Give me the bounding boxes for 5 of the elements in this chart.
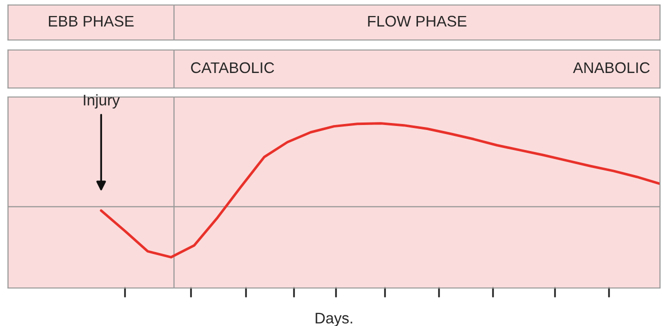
- text: FLOW PHASE: [368, 16, 466, 27]
- text: EBB PHASE: [48, 16, 134, 27]
- text: Injury: [84, 94, 120, 109]
- text: CATABOLIC: [191, 62, 274, 74]
- text: ANABOLIC: [572, 62, 650, 74]
